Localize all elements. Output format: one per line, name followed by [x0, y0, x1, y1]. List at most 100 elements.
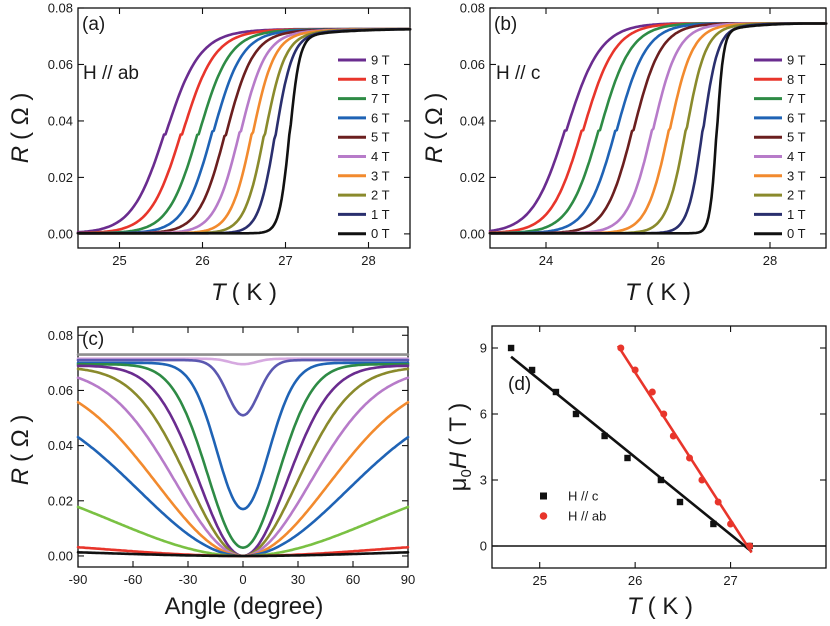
- ytick-label: 0.04: [48, 438, 73, 453]
- fit-line: [616, 345, 753, 554]
- panel-c-ylabel-unit: ( Ω ): [7, 415, 34, 462]
- panel-b-ylabel-unit: ( Ω ): [421, 93, 448, 140]
- panel-a-ylabel-var: R: [7, 146, 34, 163]
- xtick-label: -90: [69, 572, 88, 587]
- data-point: [624, 454, 631, 462]
- panel-d-ylabel-mu: μ: [445, 477, 472, 491]
- data-point: [552, 388, 560, 396]
- ytick-label: 0.02: [460, 170, 485, 185]
- legend-label: 5 T: [371, 130, 390, 145]
- panel-b-legend: 9 T 8 T 7 T 6 T 5 T 4 T 3 T 2 T 1 T 0 T: [754, 53, 806, 241]
- panel-d-xlabel: T( K ): [627, 593, 693, 620]
- panel-b-xlabel-unit: ( K ): [646, 279, 691, 306]
- panel-a-tag: (a): [82, 14, 105, 35]
- legend-label: H // ab: [568, 509, 606, 524]
- xtick-label: 26: [628, 573, 642, 588]
- legend-label: 8 T: [371, 72, 390, 87]
- data-point: [601, 432, 608, 440]
- ytick-label: 0.08: [460, 1, 485, 16]
- data-point: [746, 542, 754, 550]
- data-point: [714, 498, 722, 506]
- panel-a-frame: [77, 7, 411, 249]
- panel-b-ylabel-var: R: [421, 146, 448, 163]
- data-point: [617, 344, 625, 352]
- xtick-label: 25: [532, 573, 546, 588]
- legend-label: 2 T: [371, 188, 390, 203]
- panel-b-ticks: 24 26 28 0.00 0.02 0.04 0.06 0.08: [460, 1, 826, 268]
- legend-label: 2 T: [787, 188, 806, 203]
- data-point: [631, 366, 639, 374]
- panel-b: 24 26 28 0.00 0.02 0.04 0.06 0.08 (b) H // c 9 …: [421, 1, 828, 306]
- series-line: [76, 361, 410, 511]
- data-point: [710, 520, 717, 528]
- legend-marker: [539, 512, 548, 520]
- panel-c-ylabel-var: R: [7, 468, 34, 485]
- data-point: [657, 476, 665, 484]
- panel-b-xlabel-var: T: [625, 279, 642, 306]
- legend-label: 4 T: [371, 149, 390, 164]
- panel-b-tag: (b): [494, 14, 517, 35]
- legend-label: 0 T: [787, 226, 806, 241]
- ytick-label: 0.04: [48, 113, 73, 128]
- ytick-label: 0.06: [48, 383, 73, 398]
- data-point: [727, 520, 735, 528]
- series-line: [488, 22, 828, 235]
- legend-label: 7 T: [371, 91, 390, 106]
- ytick-label: 0.08: [48, 1, 73, 16]
- panel-a-legend: 9 T 8 T 7 T 6 T 5 T 4 T 3 T 2 T 1 T 0 T: [338, 53, 390, 241]
- legend-label: 1 T: [787, 207, 806, 222]
- panel-c-curves: [76, 353, 410, 558]
- legend-label: 0 T: [371, 226, 390, 241]
- panel-a-annotation: H // ab: [83, 63, 139, 84]
- panel-d-xlabel-var: T: [627, 593, 644, 620]
- series-line: [76, 376, 410, 558]
- panel-d-ticks: 25 26 27 0 3 6 9: [480, 326, 826, 588]
- data-point: [507, 344, 515, 352]
- legend-label: 3 T: [787, 168, 806, 183]
- series-line: [76, 550, 410, 558]
- panel-a-ylabel: R ( Ω ): [7, 93, 34, 164]
- data-point: [572, 410, 580, 418]
- panel-d-ylabel: μ0H ( T ): [445, 403, 475, 492]
- panel-c-ylabel: R ( Ω ): [7, 415, 34, 486]
- series-line: [488, 22, 828, 235]
- panel-d-ylabel-sub: 0: [458, 469, 475, 477]
- panel-d-legend: H // c H // ab: [539, 489, 606, 524]
- series-line: [76, 362, 410, 550]
- panel-b-ylabel: R ( Ω ): [421, 93, 448, 164]
- panel-a-ticks: 25 26 27 28 0.00 0.02 0.04 0.06 0.08: [48, 1, 410, 268]
- panel-b-frame: [489, 7, 827, 249]
- ytick-label: 0.00: [460, 226, 485, 241]
- ytick-label: 6: [480, 407, 487, 422]
- series-line: [76, 435, 410, 558]
- xtick-label: 26: [651, 253, 665, 268]
- data-point: [686, 454, 694, 462]
- series-line: [76, 358, 410, 417]
- xtick-label: 30: [291, 572, 305, 587]
- legend-label: 6 T: [787, 110, 806, 125]
- data-point: [648, 388, 656, 396]
- panel-a-xlabel-var: T: [211, 279, 228, 306]
- panel-a-curves: [76, 27, 412, 235]
- xtick-label: 60: [346, 572, 360, 587]
- panel-d-ylabel-var: H: [445, 451, 472, 469]
- panel-a-ylabel-unit: ( Ω ): [7, 93, 34, 140]
- legend-label: 5 T: [787, 130, 806, 145]
- data-point: [528, 366, 536, 374]
- legend-label: 9 T: [787, 53, 806, 68]
- data-point: [669, 432, 677, 440]
- panel-b-annotation: H // c: [496, 63, 540, 84]
- panel-a-xlabel-unit: ( K ): [232, 279, 277, 306]
- ytick-label: 0.02: [48, 170, 73, 185]
- data-point: [676, 498, 684, 506]
- xtick-label: -30: [179, 572, 198, 587]
- legend-label: 1 T: [371, 207, 390, 222]
- legend-marker: [540, 492, 547, 500]
- legend-label: 3 T: [371, 168, 390, 183]
- panel-c-xlabel: Angle (degree): [165, 593, 324, 620]
- ytick-label: 0.06: [48, 57, 73, 72]
- panel-b-xlabel: T( K ): [625, 279, 691, 306]
- panel-c-ticks: -90 -60 -30 0 30 60 90 0.00 0.02 0.04 0.06 0.08: [48, 327, 415, 587]
